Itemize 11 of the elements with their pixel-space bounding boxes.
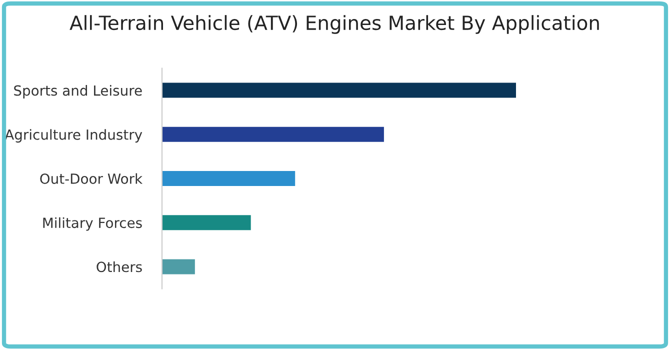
bar xyxy=(162,259,195,274)
bar xyxy=(162,126,384,142)
bar xyxy=(162,82,516,98)
chart-title: All-Terrain Vehicle (ATV) Engines Market By Application xyxy=(70,15,599,34)
y-tick-label: Out-Door Work xyxy=(40,173,143,184)
y-tick-label: Others xyxy=(96,261,142,272)
y-tick-label: Agriculture Industry xyxy=(4,129,142,143)
y-tick-label: Military Forces xyxy=(43,217,142,231)
bar xyxy=(162,171,296,186)
y-tick-label: Sports and Leisure xyxy=(14,85,142,98)
bar xyxy=(162,215,251,230)
